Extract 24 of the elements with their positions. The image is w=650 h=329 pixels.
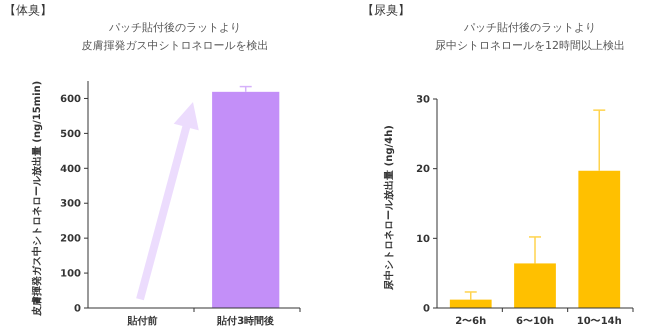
x-tick-label: 2〜6h: [455, 316, 486, 327]
y-tick-label: 400: [60, 164, 82, 175]
y-tick-label: 500: [60, 128, 82, 140]
y-tick-label: 30: [416, 94, 430, 106]
x-tick-label: 10〜14h: [576, 316, 622, 327]
y-tick-label: 300: [60, 198, 82, 210]
chart-title: 【尿臭】: [362, 3, 410, 17]
y-tick-label: 600: [60, 94, 82, 105]
text: 皮膚揮発ガス中シトロネロールを検出: [82, 39, 268, 52]
y-axis-title: 尿中シトロネロール放出量 (ng/4h): [383, 125, 395, 291]
x-tick-label: 6〜10h: [516, 316, 554, 327]
y-tick-label: 20: [416, 164, 430, 176]
y-tick-label: 100: [60, 268, 82, 280]
chart-subtitle: パッチ貼付後のラットより: [463, 21, 596, 34]
text: 尿中シトロネロールを12時間以上検出: [435, 39, 625, 52]
y-tick-label: 10: [416, 234, 430, 245]
y-tick-label: 0: [423, 304, 430, 314]
x-tick-label: 貼付3時間後: [216, 315, 274, 327]
chart-subtitle: パッチ貼付後のラットより: [108, 21, 241, 34]
y-tick-label: 200: [60, 234, 82, 245]
chart-title: 【体臭】: [4, 3, 52, 17]
x-tick-label: 貼付前: [126, 315, 158, 327]
y-tick-label: 0: [74, 304, 82, 314]
y-axis-title: 皮膚揮発ガス中シトロネロール放出量 (ng/15min): [31, 80, 43, 318]
